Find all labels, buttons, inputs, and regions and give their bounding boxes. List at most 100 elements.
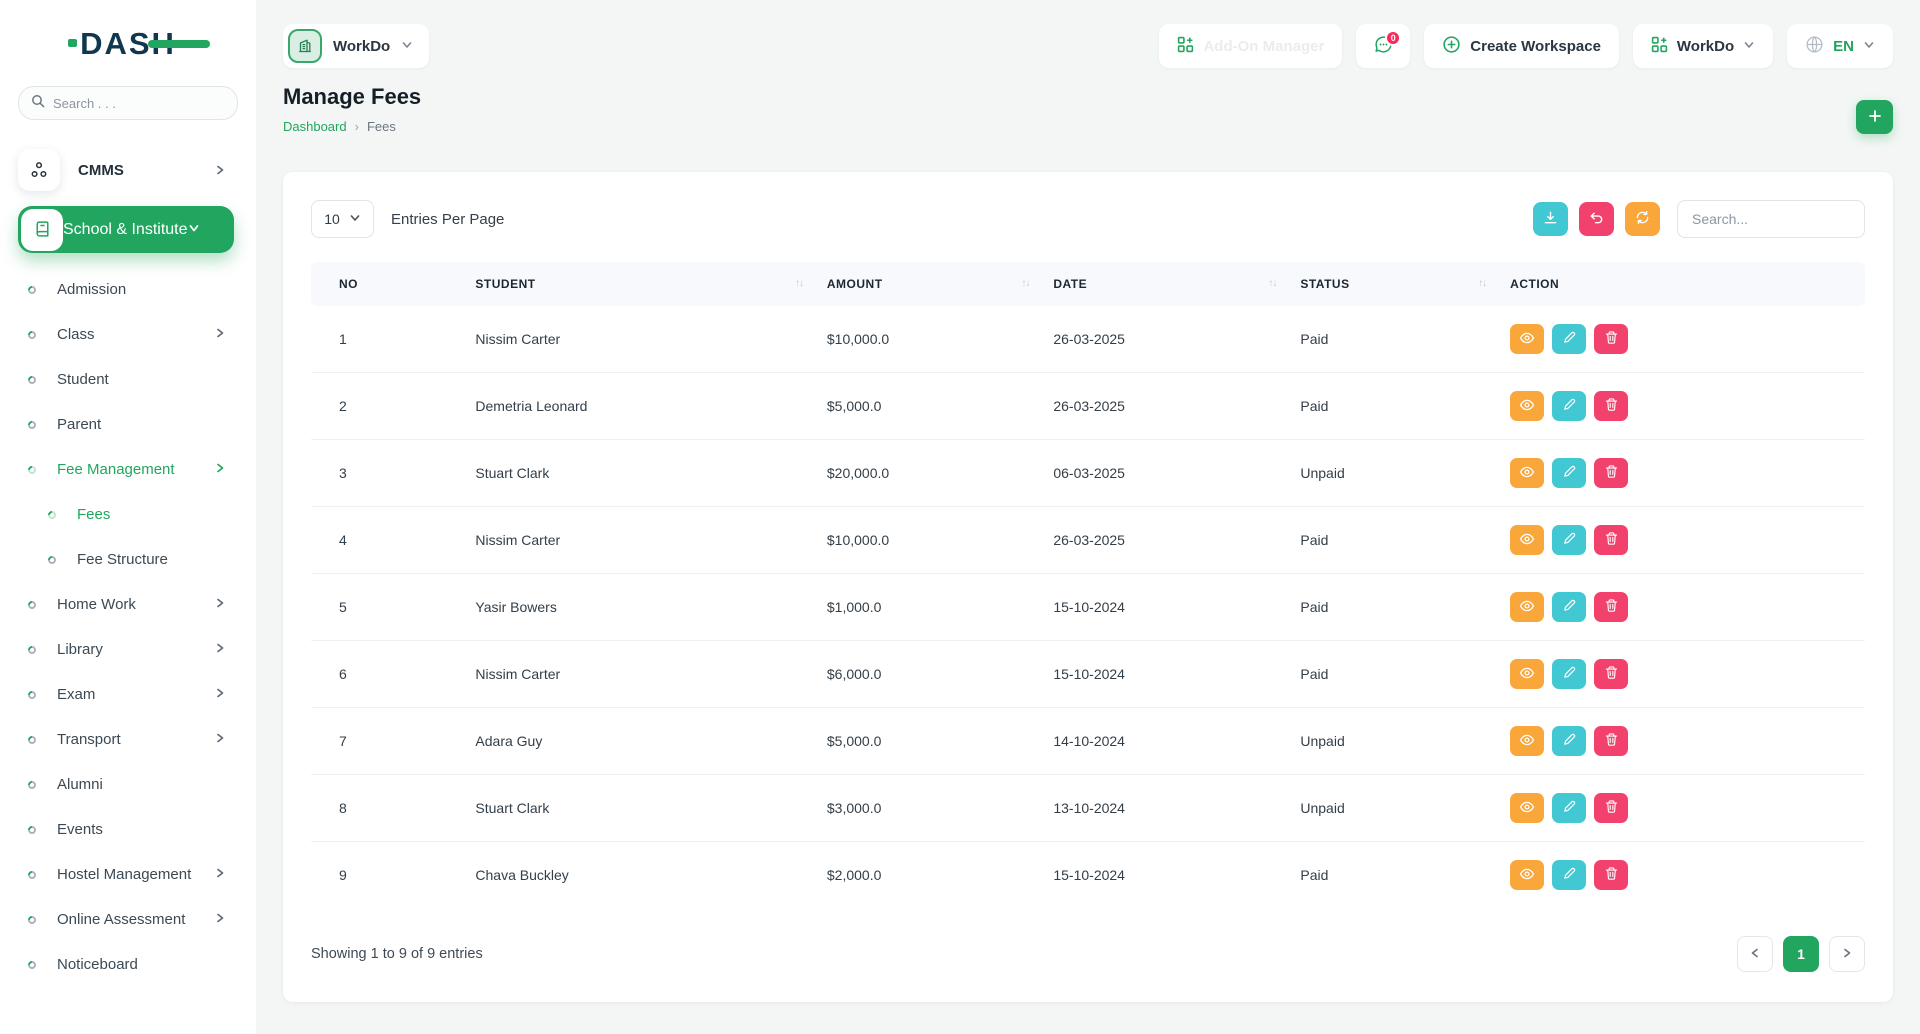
edit-button[interactable] bbox=[1552, 860, 1586, 890]
next-page-button[interactable] bbox=[1829, 936, 1865, 972]
sidebar-item-label: Student bbox=[57, 371, 226, 388]
main-content: WorkDo Add-On Manager 0 bbox=[256, 0, 1920, 1034]
cell-no: 9 bbox=[311, 842, 463, 909]
cell-student: Nissim Carter bbox=[463, 306, 814, 373]
sidebar-item-label: CMMS bbox=[78, 162, 214, 179]
view-button[interactable] bbox=[1510, 726, 1544, 756]
sidebar-search-input[interactable] bbox=[53, 96, 225, 111]
cell-amount: $6,000.0 bbox=[815, 641, 1041, 708]
column-header-student[interactable]: STUDENT↑↓ bbox=[463, 262, 814, 306]
column-header-date[interactable]: DATE↑↓ bbox=[1041, 262, 1288, 306]
workspace-switcher[interactable]: WorkDo bbox=[283, 24, 429, 68]
addon-manager-button[interactable]: Add-On Manager bbox=[1159, 24, 1342, 68]
edit-button[interactable] bbox=[1552, 793, 1586, 823]
bullet-icon bbox=[26, 779, 37, 790]
sidebar-item-alumni[interactable]: Alumni bbox=[18, 762, 226, 807]
sort-icon[interactable]: ↑↓ bbox=[795, 278, 803, 289]
sidebar-item-fees[interactable]: Fees bbox=[18, 492, 226, 537]
create-fee-button[interactable] bbox=[1856, 100, 1893, 134]
refresh-icon bbox=[1635, 210, 1650, 228]
edit-button[interactable] bbox=[1552, 592, 1586, 622]
export-button[interactable] bbox=[1533, 202, 1568, 236]
sidebar-item-exam[interactable]: Exam bbox=[18, 672, 226, 717]
sidebar-item-hostel-management[interactable]: Hostel Management bbox=[18, 852, 226, 897]
edit-button[interactable] bbox=[1552, 324, 1586, 354]
sidebar-item-events[interactable]: Events bbox=[18, 807, 226, 852]
bullet-icon bbox=[26, 329, 37, 340]
reset-button[interactable] bbox=[1579, 202, 1614, 236]
sidebar-item-cmms[interactable]: CMMS bbox=[18, 146, 226, 194]
previous-page-button[interactable] bbox=[1737, 936, 1773, 972]
view-button[interactable] bbox=[1510, 525, 1544, 555]
circle-plus-icon bbox=[1442, 35, 1461, 58]
edit-button[interactable] bbox=[1552, 525, 1586, 555]
sidebar-item-fee-structure[interactable]: Fee Structure bbox=[18, 537, 226, 582]
sort-icon[interactable]: ↑↓ bbox=[1268, 278, 1276, 289]
page-1-button[interactable]: 1 bbox=[1783, 936, 1819, 972]
bullet-icon bbox=[46, 554, 57, 565]
sidebar-item-online-assessment[interactable]: Online Assessment bbox=[18, 897, 226, 942]
chevron-right-icon bbox=[214, 911, 226, 928]
pencil-icon bbox=[1562, 799, 1577, 817]
table-row: 7Adara Guy$5,000.014-10-2024Unpaid bbox=[311, 708, 1865, 775]
language-selector[interactable]: EN bbox=[1787, 24, 1893, 68]
workdo-menu-button[interactable]: WorkDo bbox=[1633, 24, 1773, 68]
sidebar-item-fee-management[interactable]: Fee Management bbox=[18, 447, 226, 492]
delete-button[interactable] bbox=[1594, 726, 1628, 756]
table-row: 6Nissim Carter$6,000.015-10-2024Paid bbox=[311, 641, 1865, 708]
edit-button[interactable] bbox=[1552, 659, 1586, 689]
delete-button[interactable] bbox=[1594, 793, 1628, 823]
sidebar-item-library[interactable]: Library bbox=[18, 627, 226, 672]
view-button[interactable] bbox=[1510, 592, 1544, 622]
edit-button[interactable] bbox=[1552, 391, 1586, 421]
sidebar-item-label: Fee Structure bbox=[77, 551, 226, 568]
delete-button[interactable] bbox=[1594, 525, 1628, 555]
view-button[interactable] bbox=[1510, 793, 1544, 823]
sidebar-item-noticeboard[interactable]: Noticeboard bbox=[18, 942, 226, 987]
entries-per-page-select[interactable]: 10 bbox=[311, 200, 374, 238]
bullet-icon bbox=[26, 689, 37, 700]
sidebar-item-transport[interactable]: Transport bbox=[18, 717, 226, 762]
cell-status: Paid bbox=[1288, 373, 1498, 440]
cell-date: 26-03-2025 bbox=[1041, 373, 1288, 440]
delete-button[interactable] bbox=[1594, 324, 1628, 354]
view-button[interactable] bbox=[1510, 458, 1544, 488]
bullet-icon bbox=[26, 869, 37, 880]
table-search-input[interactable] bbox=[1677, 200, 1865, 238]
view-button[interactable] bbox=[1510, 324, 1544, 354]
cell-actions bbox=[1498, 574, 1865, 641]
delete-button[interactable] bbox=[1594, 391, 1628, 421]
delete-button[interactable] bbox=[1594, 592, 1628, 622]
delete-button[interactable] bbox=[1594, 860, 1628, 890]
sort-icon[interactable]: ↑↓ bbox=[1021, 278, 1029, 289]
delete-button[interactable] bbox=[1594, 458, 1628, 488]
create-workspace-button[interactable]: Create Workspace bbox=[1424, 24, 1619, 68]
edit-button[interactable] bbox=[1552, 726, 1586, 756]
breadcrumb-dashboard-link[interactable]: Dashboard bbox=[283, 119, 347, 134]
sidebar-search[interactable] bbox=[18, 86, 238, 120]
column-header-status[interactable]: STATUS↑↓ bbox=[1288, 262, 1498, 306]
sidebar-item-student[interactable]: Student bbox=[18, 357, 226, 402]
sidebar-item-school-institute[interactable]: School & Institute bbox=[18, 206, 234, 253]
view-button[interactable] bbox=[1510, 860, 1544, 890]
sort-icon[interactable]: ↑↓ bbox=[1478, 278, 1486, 289]
column-header-amount[interactable]: AMOUNT↑↓ bbox=[815, 262, 1041, 306]
sidebar-item-parent[interactable]: Parent bbox=[18, 402, 226, 447]
view-button[interactable] bbox=[1510, 659, 1544, 689]
sidebar-item-home-work[interactable]: Home Work bbox=[18, 582, 226, 627]
view-button[interactable] bbox=[1510, 391, 1544, 421]
delete-button[interactable] bbox=[1594, 659, 1628, 689]
bullet-icon bbox=[26, 734, 37, 745]
cell-actions bbox=[1498, 641, 1865, 708]
grid-plus-icon bbox=[1651, 36, 1668, 57]
sidebar-item-label: Transport bbox=[57, 731, 214, 748]
sidebar-item-admission[interactable]: Admission bbox=[18, 267, 226, 312]
edit-button[interactable] bbox=[1552, 458, 1586, 488]
chevron-right-icon bbox=[214, 866, 226, 883]
eye-icon bbox=[1519, 330, 1535, 349]
sidebar-item-class[interactable]: Class bbox=[18, 312, 226, 357]
cell-date: 15-10-2024 bbox=[1041, 641, 1288, 708]
language-label: EN bbox=[1833, 38, 1854, 55]
refresh-button[interactable] bbox=[1625, 202, 1660, 236]
messages-button[interactable]: 0 bbox=[1356, 24, 1410, 68]
